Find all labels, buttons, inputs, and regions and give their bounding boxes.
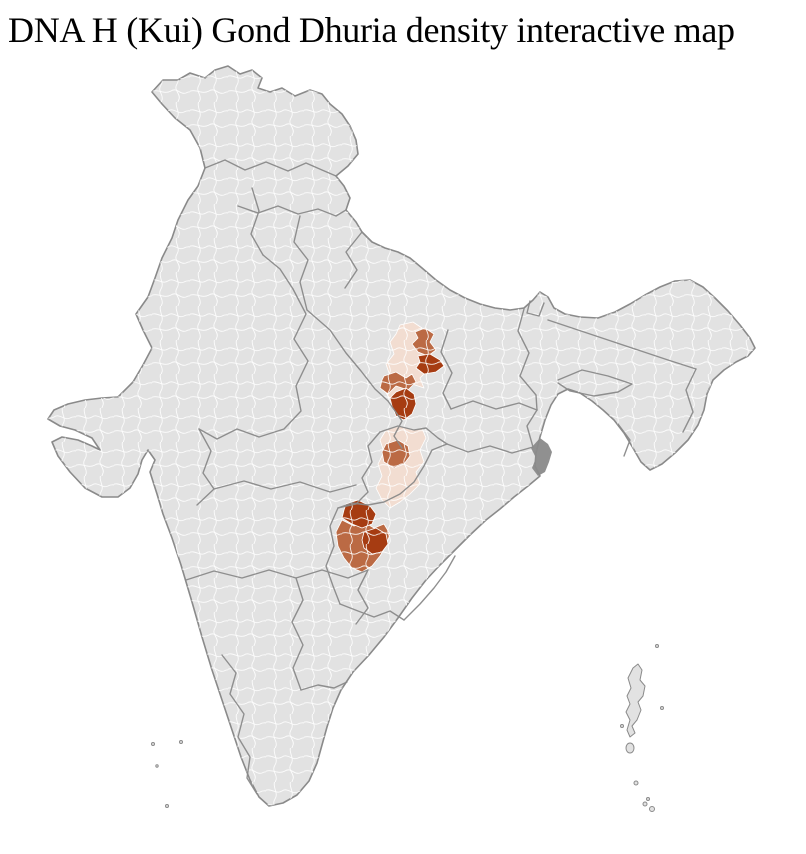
state-border-up-mp-east bbox=[387, 400, 403, 449]
state-border-jk-south bbox=[204, 159, 337, 177]
andaman-main-island-chain[interactable] bbox=[625, 663, 646, 738]
state-border-chhattisgarh-odisha bbox=[337, 443, 448, 509]
lakshadweep-island-dot[interactable] bbox=[155, 764, 159, 768]
state-border-sikkim bbox=[526, 300, 545, 317]
state-border-meghalaya bbox=[557, 369, 633, 397]
state-border-rajasthan bbox=[198, 288, 309, 440]
state-border-nagaland-manipur bbox=[682, 368, 697, 433]
state-border-maharashtra-south bbox=[185, 569, 369, 581]
state-border-punjab-haryana bbox=[250, 187, 264, 256]
state-border-jharkhand-odisha bbox=[446, 443, 534, 454]
nicobar-island-dot[interactable] bbox=[649, 806, 655, 812]
state-border-haryana-rajasthan bbox=[262, 254, 294, 290]
state-border-tripura-mizoram bbox=[617, 423, 631, 457]
state-border-bihar-jharkhand bbox=[450, 400, 538, 411]
state-border-chhattisgarh-north bbox=[379, 425, 448, 445]
state-border-uttarakhand-up bbox=[344, 231, 363, 289]
nicobar-island-dot[interactable] bbox=[633, 780, 639, 786]
andaman-nicobar-islands[interactable] bbox=[620, 644, 664, 812]
state-border-mp-maharashtra bbox=[213, 480, 357, 493]
state-borders bbox=[185, 159, 697, 795]
nicobar-island-dot[interactable] bbox=[642, 801, 648, 807]
state-border-chhattisgarh-ap bbox=[339, 603, 405, 621]
lakshadweep-island-dot[interactable] bbox=[179, 740, 183, 744]
state-border-up-mp bbox=[306, 309, 389, 402]
sundarbans-delta-patch bbox=[531, 438, 552, 476]
state-border-odisha-west bbox=[325, 507, 341, 605]
nicobar-island-dot[interactable] bbox=[646, 797, 650, 801]
lakshadweep-islands[interactable] bbox=[151, 740, 183, 808]
state-border-kerala bbox=[221, 654, 258, 795]
district-mesh-fill bbox=[48, 66, 755, 806]
map-title: DNA H (Kui) Gond Dhuria density interact… bbox=[8, 10, 735, 50]
state-border-karnataka-ap bbox=[291, 577, 304, 691]
little-andaman-island[interactable] bbox=[625, 742, 635, 754]
lakshadweep-island-dot[interactable] bbox=[165, 804, 169, 808]
state-border-gujarat-east bbox=[196, 428, 215, 506]
island-dot[interactable] bbox=[655, 644, 659, 648]
state-border-haryana-up bbox=[293, 215, 309, 311]
state-border-ap-odisha bbox=[403, 555, 456, 621]
state-border-jharkhand-wb bbox=[526, 409, 538, 448]
district-boundaries-mesh bbox=[48, 66, 755, 806]
island-dot[interactable] bbox=[620, 724, 624, 728]
state-border-assam-arunachal bbox=[547, 319, 697, 370]
state-border-bihar-wb bbox=[517, 308, 538, 411]
lakshadweep-island-dot[interactable] bbox=[151, 742, 155, 746]
island-dot[interactable] bbox=[660, 706, 664, 710]
state-border-up-bihar bbox=[440, 329, 453, 410]
state-border-tamilnadu-ap bbox=[300, 681, 348, 691]
state-border-telangana-ap bbox=[355, 569, 369, 625]
